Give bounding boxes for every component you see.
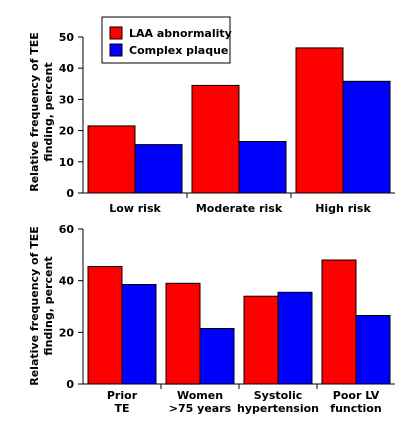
category-label-1-line-1: Women — [177, 389, 223, 402]
category-label-1-line-2: >75 years — [169, 402, 232, 415]
category-label-3-line-2: function — [330, 402, 381, 415]
y-tick-label-4: 40 — [59, 62, 75, 75]
y-tick-label-1: 20 — [59, 326, 75, 339]
legend-swatch-laa — [109, 26, 123, 40]
y-axis-label-line-1: Relative frequency of TEE — [28, 226, 41, 386]
bar-laa-1 — [191, 84, 240, 194]
y-tick-label-2: 20 — [59, 125, 75, 138]
category-label-0-line-1: Prior — [107, 389, 138, 402]
bar-marks — [87, 259, 391, 385]
chart-risk-factors: Relative frequency of TEE finding, perce… — [28, 223, 395, 415]
bar-plaque-2 — [277, 291, 313, 385]
y-tick-label-5: 50 — [59, 31, 75, 44]
legend-label-laa: LAA abnormality — [129, 27, 232, 40]
axes — [78, 36, 395, 198]
legend-swatch-plaque — [109, 43, 123, 57]
category-label-2-line-1: Systolic — [254, 389, 303, 402]
y-axis-label-line-2: finding, percent — [42, 62, 55, 161]
y-tick-label-3: 30 — [59, 93, 75, 106]
bar-laa-2 — [243, 295, 279, 385]
bar-marks — [87, 47, 391, 194]
bar-plaque-3 — [355, 315, 391, 385]
axes — [78, 228, 395, 389]
bar-laa-2 — [295, 47, 344, 194]
bar-laa-1 — [165, 282, 201, 385]
bar-plaque-1 — [238, 141, 287, 194]
bar-plaque-2 — [342, 80, 391, 194]
y-tick-labels: 0 20 40 60 — [59, 223, 75, 391]
bar-laa-0 — [87, 125, 136, 194]
category-label-2: High risk — [315, 202, 371, 215]
y-tick-label-0: 0 — [66, 378, 74, 391]
chart-risk-levels: Relative frequency of TEE finding, perce… — [28, 16, 395, 215]
y-axis-label-line-1: Relative frequency of TEE — [28, 32, 41, 192]
y-tick-label-2: 40 — [59, 275, 75, 288]
category-label-0-line-2: TE — [114, 402, 129, 415]
bar-plaque-0 — [134, 144, 183, 194]
y-axis-label-line-2: finding, percent — [42, 256, 55, 355]
category-labels: Low risk Moderate risk High risk — [109, 202, 371, 215]
category-label-2-line-2: hypertension — [237, 402, 319, 415]
category-label-1: Moderate risk — [196, 202, 283, 215]
y-axis-label: Relative frequency of TEE finding, perce… — [28, 226, 55, 386]
category-label-0: Low risk — [109, 202, 161, 215]
legend-box — [101, 16, 231, 64]
legend: LAA abnormality Complex plaque — [101, 16, 232, 64]
category-label-3-line-1: Poor LV — [333, 389, 380, 402]
legend-label-plaque: Complex plaque — [129, 44, 228, 57]
bar-laa-0 — [87, 266, 123, 385]
y-tick-label-0: 0 — [66, 187, 74, 200]
bar-plaque-0 — [121, 284, 157, 385]
bar-plaque-1 — [199, 328, 235, 385]
bar-laa-3 — [321, 259, 357, 385]
y-tick-label-3: 60 — [59, 223, 75, 236]
y-tick-labels: 0 10 20 30 40 50 — [59, 31, 75, 200]
y-axis-label: Relative frequency of TEE finding, perce… — [28, 32, 55, 192]
y-tick-label-1: 10 — [59, 156, 75, 169]
